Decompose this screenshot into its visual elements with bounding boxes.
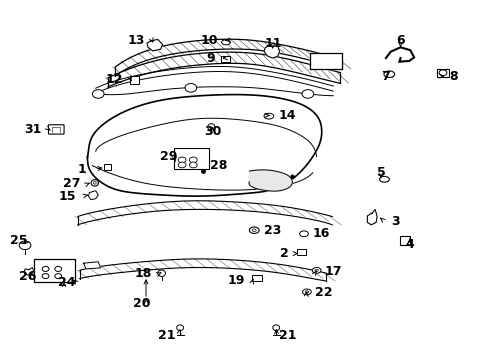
Ellipse shape [272,325,279,330]
Ellipse shape [379,176,388,182]
Text: 4: 4 [405,238,414,251]
Text: 24: 24 [58,276,75,289]
Bar [399,235,409,244]
Bar [104,163,111,170]
Text: 10: 10 [200,33,217,47]
Text: 26: 26 [19,270,36,283]
Ellipse shape [264,113,273,119]
Ellipse shape [91,180,98,186]
Circle shape [189,157,197,163]
Text: 6: 6 [395,33,404,47]
Polygon shape [366,210,376,225]
Bar [252,275,262,281]
Text: 28: 28 [210,159,227,172]
Circle shape [55,274,61,279]
Text: 19: 19 [226,274,244,287]
Circle shape [42,266,49,271]
Polygon shape [88,191,98,200]
Circle shape [189,162,197,168]
Bar [173,148,208,169]
Text: 18: 18 [134,267,152,280]
Ellipse shape [314,269,318,271]
Text: 14: 14 [278,109,296,122]
Text: 13: 13 [127,33,144,47]
Ellipse shape [93,181,96,184]
Circle shape [92,90,104,98]
Text: 7: 7 [381,69,389,82]
Polygon shape [83,262,101,269]
Circle shape [184,84,196,92]
Circle shape [178,162,185,168]
Polygon shape [147,40,162,51]
Ellipse shape [207,124,215,130]
Text: 16: 16 [312,227,329,240]
Ellipse shape [249,227,259,233]
Circle shape [438,70,446,76]
Text: 1: 1 [77,163,86,176]
Text: 17: 17 [325,265,342,278]
Circle shape [178,157,185,163]
Ellipse shape [158,270,165,276]
Text: 30: 30 [203,125,221,138]
FancyBboxPatch shape [48,125,64,134]
Ellipse shape [176,325,183,330]
Text: 29: 29 [160,150,177,163]
Circle shape [42,274,49,279]
Text: 25: 25 [10,234,28,247]
Text: 3: 3 [390,215,399,228]
Ellipse shape [305,291,308,293]
Bar [221,56,229,62]
Ellipse shape [302,289,311,295]
Polygon shape [264,43,279,58]
Bar [130,76,139,84]
Circle shape [302,90,313,98]
Text: 2: 2 [279,247,288,260]
Polygon shape [310,53,341,69]
Ellipse shape [312,267,321,273]
Text: 21: 21 [158,329,175,342]
Polygon shape [78,201,331,225]
Polygon shape [80,259,326,281]
Bar [297,249,305,255]
Text: 15: 15 [59,190,76,203]
Polygon shape [248,170,292,191]
Text: 5: 5 [376,166,385,179]
Bar [436,69,448,77]
Text: 8: 8 [448,69,457,82]
Polygon shape [96,67,332,93]
Ellipse shape [383,71,394,77]
Text: 9: 9 [206,51,215,64]
Circle shape [19,241,31,249]
Polygon shape [115,39,341,76]
Ellipse shape [252,229,256,231]
Ellipse shape [221,40,230,45]
Text: 23: 23 [264,224,281,237]
Text: 11: 11 [264,37,282,50]
Text: 21: 21 [278,329,296,342]
Polygon shape [24,267,34,275]
Text: 31: 31 [24,123,41,136]
Polygon shape [87,95,321,196]
Text: 20: 20 [133,297,150,310]
Polygon shape [108,52,339,87]
Bar [34,259,75,282]
Circle shape [55,266,61,271]
Text: 22: 22 [315,287,332,300]
Ellipse shape [299,231,308,237]
Text: 27: 27 [62,177,80,190]
Text: 12: 12 [105,73,122,86]
